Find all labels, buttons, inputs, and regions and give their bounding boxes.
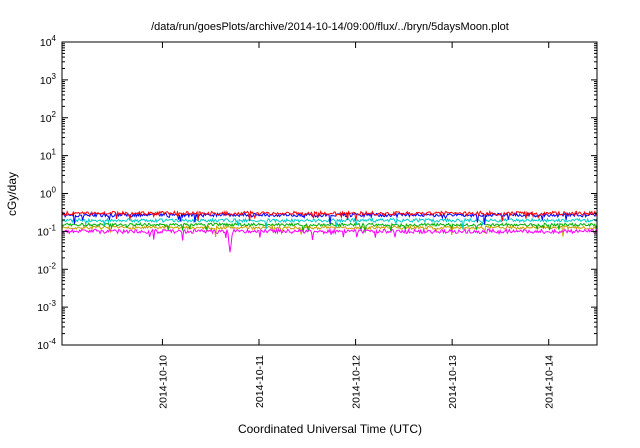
y-tick-label: 10-1	[37, 223, 56, 238]
x-tick-label: 2014-10-12	[351, 355, 363, 409]
y-tick-label: 104	[40, 34, 57, 49]
x-tick-label: 2014-10-10	[157, 355, 169, 409]
plot-area: 104 103 102 101 100 10-1 10-2 10-3 10-4 2014-10-1…	[37, 34, 598, 409]
y-tick-label: 10-2	[37, 261, 56, 276]
y-tick-label: 10-3	[37, 299, 56, 314]
y-tick-label: 100	[40, 186, 57, 201]
x-tick-label: 2014-10-14	[544, 355, 556, 409]
series-line-blue	[61, 211, 598, 225]
y-tick-label: 10-4	[37, 337, 56, 352]
y-axis-label: cGy/day	[5, 172, 19, 216]
x-tick-label: 2014-10-13	[447, 355, 459, 409]
x-tick-label: 2014-10-11	[254, 355, 266, 408]
series-line-magenta	[62, 227, 598, 253]
series-line-dark-yellow	[61, 224, 598, 238]
x-axis-label: Coordinated Universal Time (UTC)	[238, 422, 422, 436]
chart-title: /data/run/goesPlots/archive/2014-10-14/0…	[151, 21, 509, 33]
y-tick-label: 101	[40, 148, 57, 163]
y-tick-label: 102	[40, 110, 57, 125]
series-line-red	[61, 209, 598, 222]
y-tick-label: 103	[40, 72, 57, 87]
series-line-green	[61, 221, 598, 233]
plot-border	[61, 41, 598, 346]
